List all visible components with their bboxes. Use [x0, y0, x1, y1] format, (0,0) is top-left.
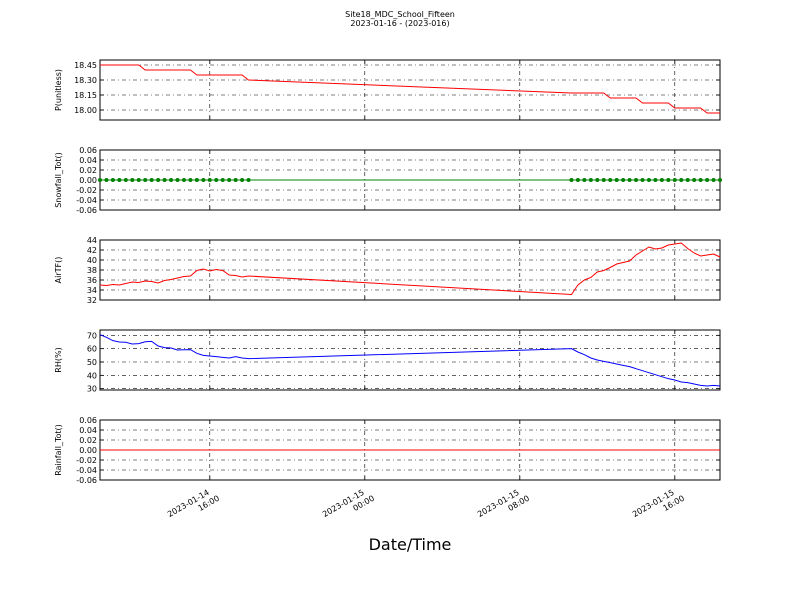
- data-point: [220, 178, 225, 182]
- y-axis-title: Snowfall_Tot(): [54, 152, 63, 208]
- y-tick-label: 0.02: [79, 436, 97, 445]
- data-point: [117, 178, 122, 182]
- y-tick-label: 60: [87, 345, 97, 354]
- data-point: [194, 178, 199, 182]
- y-tick-label: 18.15: [74, 91, 97, 100]
- y-tick-label: -0.04: [76, 196, 97, 205]
- plot-frame: [99, 59, 721, 121]
- data-point: [175, 178, 180, 182]
- y-tick-label: 40: [87, 256, 97, 265]
- data-point: [614, 178, 619, 182]
- y-tick-label: 40: [87, 371, 97, 380]
- data-point: [207, 178, 212, 182]
- x-tick-label: 2023-01-1508:00: [476, 485, 531, 528]
- data-point: [621, 178, 626, 182]
- plot-frame: [99, 329, 721, 391]
- data-point: [601, 178, 606, 182]
- y-tick-label: 34: [87, 286, 97, 295]
- data-point: [705, 178, 710, 182]
- data-point: [156, 178, 161, 182]
- data-point: [130, 178, 135, 182]
- data-point: [98, 178, 102, 182]
- data-point: [640, 178, 645, 182]
- data-point: [718, 178, 722, 182]
- y-tick-label: 0.00: [79, 446, 97, 455]
- y-tick-label: 30: [87, 385, 97, 394]
- data-point: [181, 178, 186, 182]
- data-point: [104, 178, 109, 182]
- y-tick-label: 0.04: [79, 156, 97, 165]
- data-point: [149, 178, 154, 182]
- data-point: [123, 178, 128, 182]
- y-tick-label: -0.02: [76, 456, 97, 465]
- data-point: [666, 178, 671, 182]
- data-point: [169, 178, 174, 182]
- data-point: [227, 178, 232, 182]
- data-point: [214, 178, 219, 182]
- data-point: [653, 178, 658, 182]
- y-tick-label: 18.00: [74, 106, 97, 115]
- y-tick-label: -0.06: [76, 206, 97, 215]
- y-axis-title: RH(%): [54, 347, 63, 372]
- data-point: [575, 178, 580, 182]
- y-tick-label: 50: [87, 358, 97, 367]
- y-tick-label: 44: [87, 236, 97, 245]
- data-point: [711, 178, 716, 182]
- x-tick-label: 2023-01-1416:00: [166, 485, 221, 528]
- data-point: [646, 178, 651, 182]
- data-point: [588, 178, 593, 182]
- y-axis-title: P(unitless): [54, 69, 63, 111]
- data-point: [595, 178, 600, 182]
- data-point: [627, 178, 632, 182]
- y-tick-label: -0.06: [76, 476, 97, 485]
- data-point: [162, 178, 167, 182]
- data-line: [99, 242, 721, 296]
- y-tick-label: 18.30: [74, 76, 97, 85]
- data-point: [698, 178, 703, 182]
- data-line: [100, 64, 720, 114]
- y-tick-label: -0.04: [76, 466, 97, 475]
- data-point: [659, 178, 664, 182]
- y-tick-label: -0.02: [76, 186, 97, 195]
- y-tick-label: 0.06: [79, 146, 97, 155]
- y-tick-label: 0.00: [79, 176, 97, 185]
- y-tick-label: 0.06: [79, 416, 97, 425]
- data-point: [201, 178, 206, 182]
- x-tick-label: 2023-01-1516:00: [631, 485, 686, 528]
- data-point: [569, 178, 574, 182]
- data-point: [582, 178, 587, 182]
- data-point: [608, 178, 613, 182]
- chart-subtitle: 2023-01-16 - (2023-016): [350, 19, 449, 28]
- data-point: [110, 178, 115, 182]
- data-point: [634, 178, 639, 182]
- y-tick-label: 38: [87, 266, 97, 275]
- data-point: [685, 178, 690, 182]
- y-tick-label: 0.02: [79, 166, 97, 175]
- y-tick-label: 18.45: [74, 61, 97, 70]
- y-tick-label: 36: [87, 276, 97, 285]
- y-tick-label: 0.04: [79, 426, 97, 435]
- y-tick-label: 70: [87, 331, 97, 340]
- data-point: [143, 178, 148, 182]
- y-tick-label: 42: [87, 246, 97, 255]
- data-point: [246, 178, 251, 182]
- data-point: [136, 178, 141, 182]
- data-point: [679, 178, 684, 182]
- x-tick-label: 2023-01-1500:00: [321, 485, 376, 528]
- y-axis-title: Rainfall_Tot(): [54, 424, 63, 476]
- data-point: [692, 178, 697, 182]
- x-axis-title: Date/Time: [369, 535, 452, 554]
- data-point: [188, 178, 193, 182]
- data-point: [233, 178, 238, 182]
- data-point: [240, 178, 245, 182]
- y-axis-title: AirTF(): [54, 257, 63, 284]
- chart-title: Site18_MDC_School_Fifteen: [345, 10, 455, 19]
- data-line: [99, 334, 721, 387]
- y-tick-label: 32: [87, 296, 97, 305]
- data-point: [672, 178, 677, 182]
